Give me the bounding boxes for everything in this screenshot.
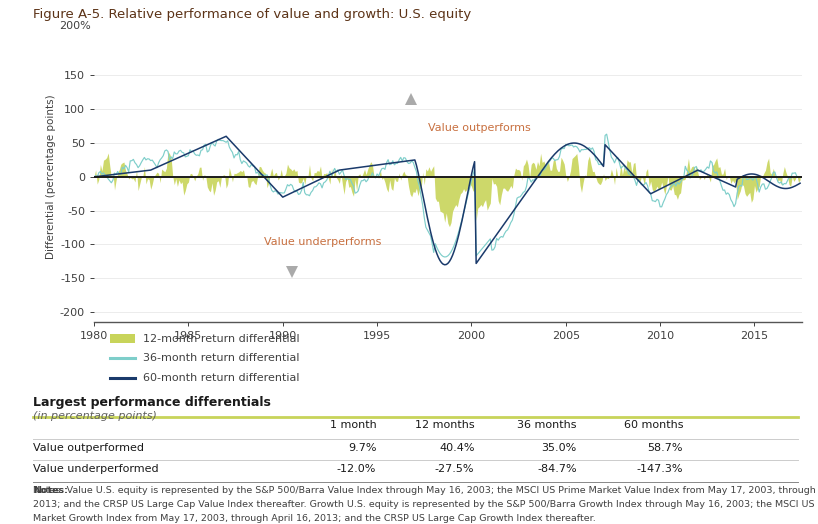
Text: Value underperforms: Value underperforms	[264, 237, 381, 247]
Text: Notes: Value U.S. equity is represented by the S&P 500/Barra Value Index through: Notes: Value U.S. equity is represented …	[33, 486, 818, 495]
Text: 9.7%: 9.7%	[348, 443, 376, 453]
Text: 40.4%: 40.4%	[439, 443, 474, 453]
Text: 60 months: 60 months	[623, 420, 683, 430]
Text: (in percentage points): (in percentage points)	[33, 411, 156, 421]
Text: 36-month return differential: 36-month return differential	[143, 353, 299, 364]
Text: 200%: 200%	[59, 21, 91, 31]
Text: Value outperforms: Value outperforms	[428, 123, 531, 133]
Text: Notes:: Notes:	[33, 486, 68, 495]
Text: 60-month return differential: 60-month return differential	[143, 373, 299, 384]
Text: 12-month return differential: 12-month return differential	[143, 333, 299, 344]
Text: -147.3%: -147.3%	[636, 464, 683, 474]
Text: 1 month: 1 month	[330, 420, 376, 430]
Text: 58.7%: 58.7%	[648, 443, 683, 453]
Text: 35.0%: 35.0%	[542, 443, 577, 453]
Text: 12 months: 12 months	[415, 420, 474, 430]
Text: 36 months: 36 months	[517, 420, 577, 430]
Y-axis label: Differential (percentage points): Differential (percentage points)	[46, 94, 56, 259]
Text: Value underperformed: Value underperformed	[33, 464, 159, 474]
Text: 2013; and the CRSP US Large Cap Value Index thereafter. Growth U.S. equity is re: 2013; and the CRSP US Large Cap Value In…	[33, 500, 818, 509]
Text: -84.7%: -84.7%	[537, 464, 577, 474]
Text: Figure A-5. Relative performance of value and growth: U.S. equity: Figure A-5. Relative performance of valu…	[33, 8, 471, 21]
Text: -27.5%: -27.5%	[435, 464, 474, 474]
Text: Value outperformed: Value outperformed	[33, 443, 144, 453]
Text: Largest performance differentials: Largest performance differentials	[33, 396, 271, 409]
Text: Market Growth Index from May 17, 2003, through April 16, 2013; and the CRSP US L: Market Growth Index from May 17, 2003, t…	[33, 514, 596, 522]
Text: -12.0%: -12.0%	[337, 464, 376, 474]
